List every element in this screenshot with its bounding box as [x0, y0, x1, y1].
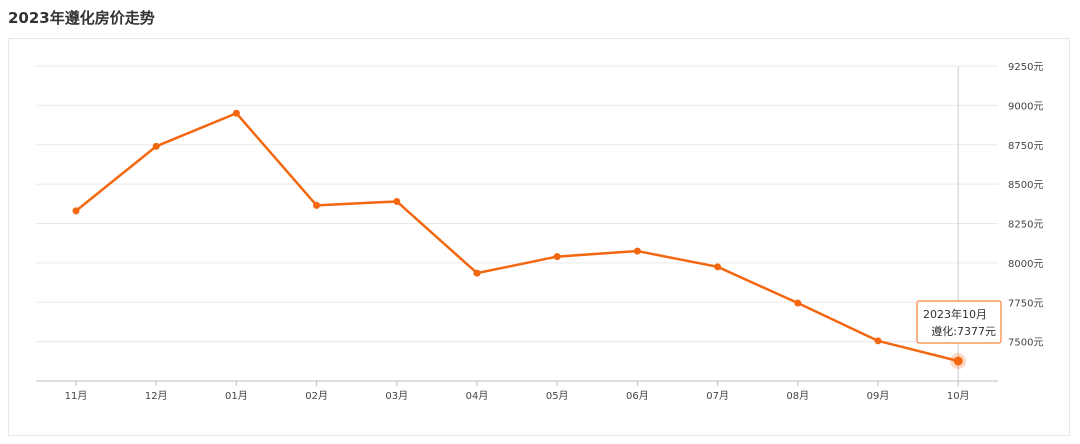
x-tick-label: 08月: [786, 390, 809, 402]
series-layer: [74, 112, 960, 363]
y-tick-label: 7750元: [1008, 298, 1043, 309]
data-point[interactable]: [794, 299, 802, 307]
y-tick-label: 8250元: [1008, 220, 1043, 231]
y-tick-label: 8750元: [1008, 141, 1043, 152]
x-tick-label: 09月: [867, 390, 890, 402]
x-tick-label: 05月: [546, 390, 569, 402]
data-point[interactable]: [232, 109, 240, 117]
tooltip-box: [916, 300, 1002, 344]
chart-panel: [8, 38, 1070, 436]
x-tick-label: 02月: [305, 390, 328, 402]
page-title: 2023年遵化房价走势: [8, 9, 155, 27]
data-point[interactable]: [633, 247, 641, 255]
x-tick-label: 03月: [385, 390, 408, 402]
data-point[interactable]: [473, 269, 481, 277]
data-points: [72, 109, 967, 369]
y-tick-label: 8000元: [1008, 259, 1043, 270]
y-tick-label: 9000元: [1008, 101, 1043, 112]
data-point[interactable]: [313, 201, 321, 209]
grid-lines: [36, 65, 998, 343]
y-tick-label: 8500元: [1008, 180, 1043, 191]
data-point[interactable]: [393, 197, 401, 205]
data-point[interactable]: [72, 207, 80, 215]
x-tick-label: 10月: [947, 390, 970, 402]
x-tick-label: 12月: [145, 390, 168, 402]
x-tick-label: 11月: [65, 390, 88, 402]
data-point[interactable]: [874, 337, 882, 345]
tooltip-title: 2023年10月: [923, 307, 987, 321]
x-tick-label: 07月: [706, 390, 729, 402]
axes: 7500元 7750元 8000元 8250元 8500元 8750元 9000元 9250元…: [36, 62, 1043, 402]
x-tick-label: 04月: [466, 390, 489, 402]
data-point[interactable]: [553, 253, 561, 261]
y-tick-label: 7500元: [1008, 338, 1043, 349]
y-tick-label: 9250元: [1008, 62, 1043, 73]
x-tick-label: 01月: [225, 390, 248, 402]
series-line-zunhua: [74, 112, 960, 363]
tooltip-value: 遵化:7377元: [931, 324, 996, 338]
data-point[interactable]: [152, 142, 160, 150]
data-point-highlighted[interactable]: [953, 356, 963, 366]
x-tick-label: 06月: [626, 390, 649, 402]
data-point[interactable]: [714, 263, 722, 271]
